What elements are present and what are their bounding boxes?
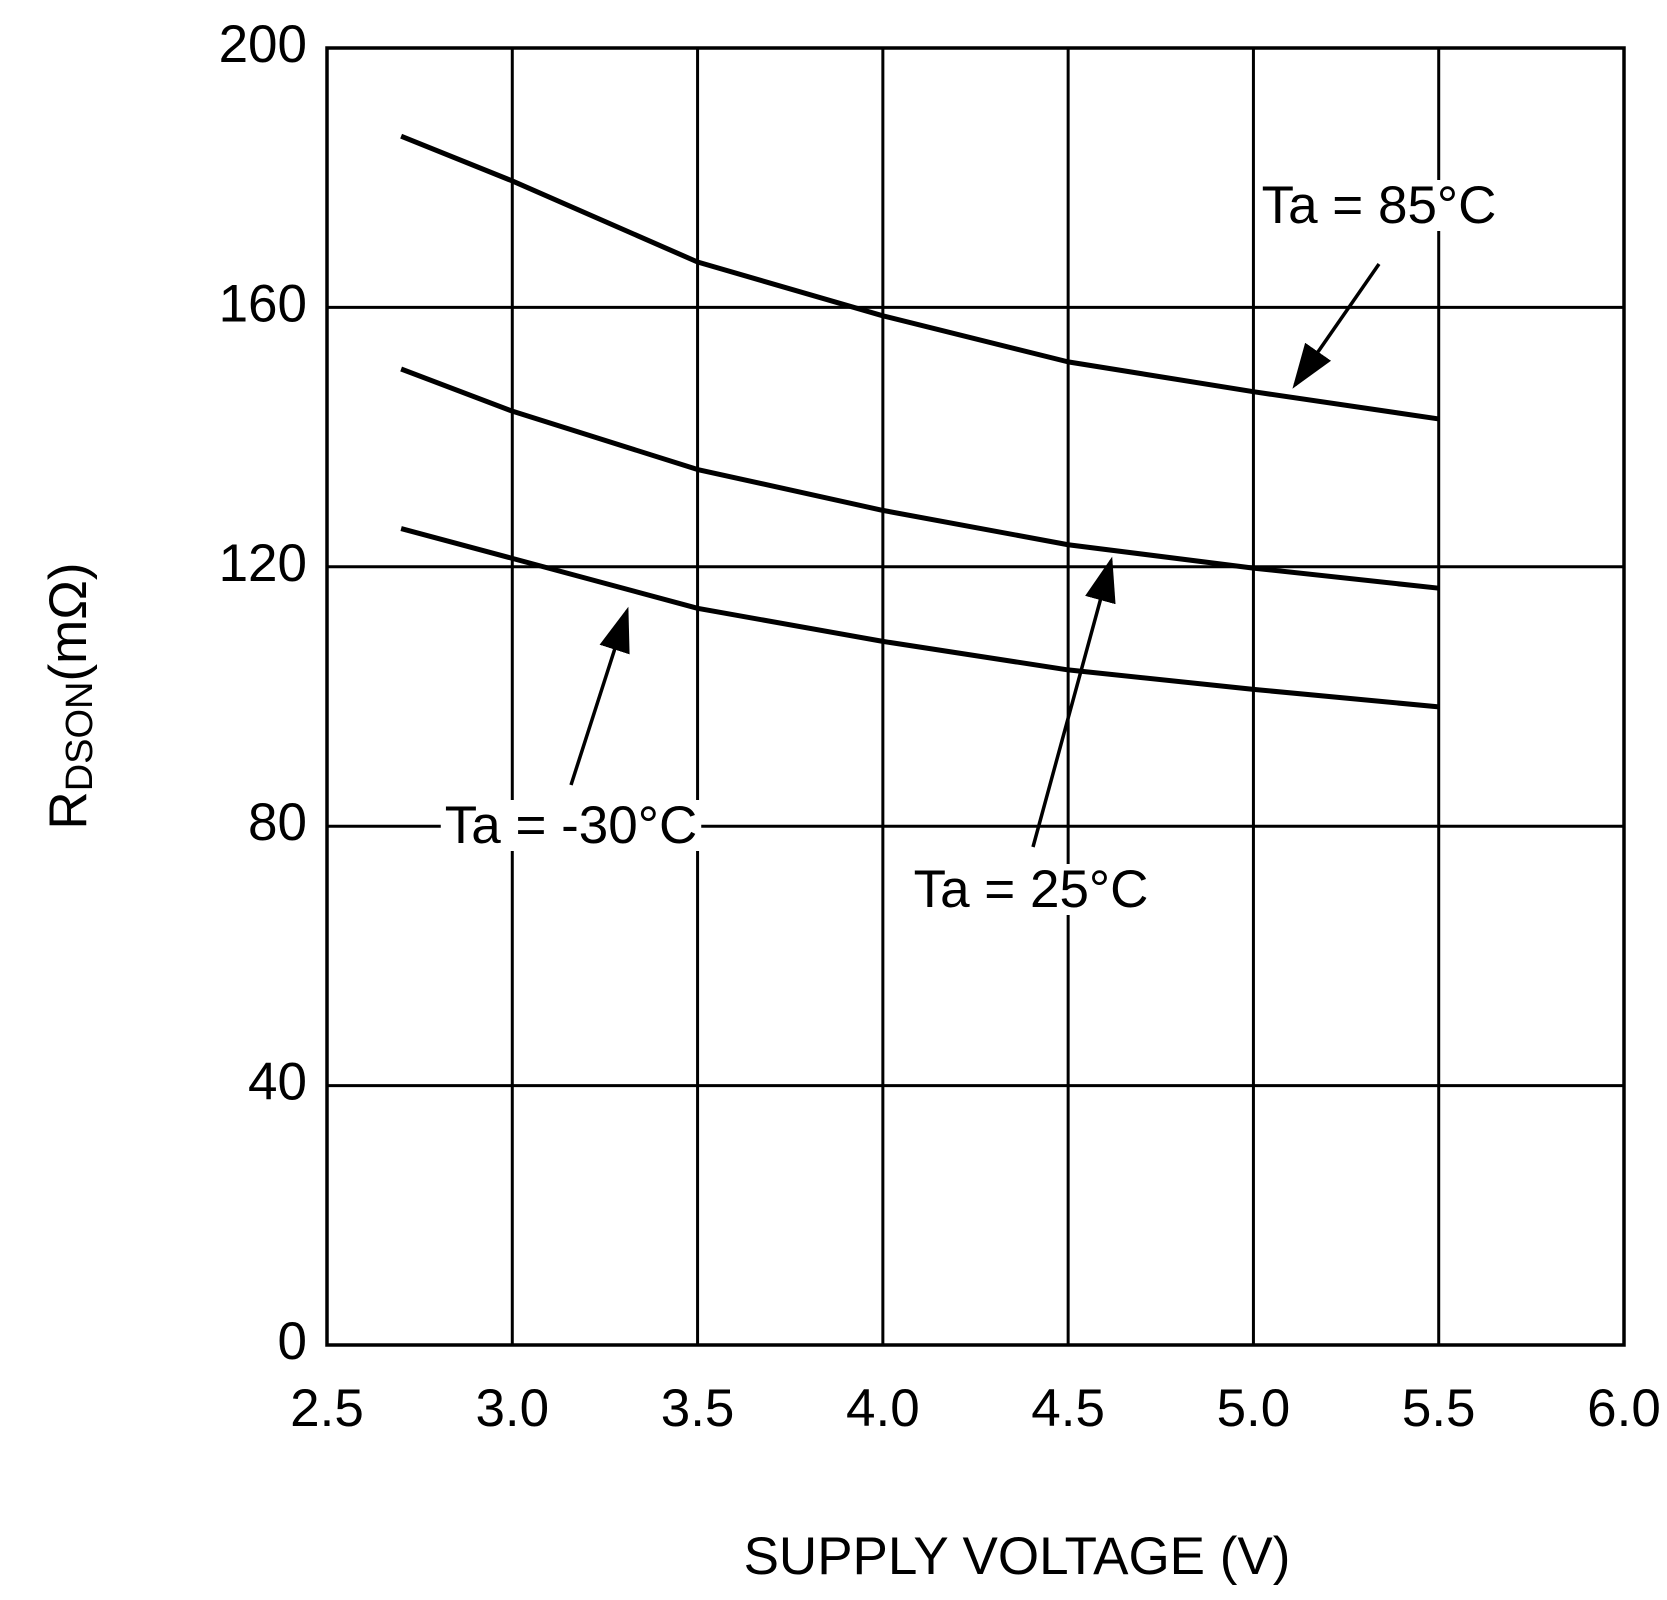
- series-label: Ta = 85°C: [1262, 176, 1497, 235]
- label-background: [440, 800, 702, 851]
- x-tick-label: 5.0: [1217, 1379, 1291, 1438]
- series-label: Ta = 25°C: [914, 860, 1149, 919]
- plot-frame: [325, 46, 1626, 1347]
- x-tick-label: 4.0: [846, 1379, 920, 1438]
- y-tick-label: 80: [248, 793, 307, 852]
- series-label: Ta = -30°C: [445, 796, 697, 855]
- annotation-arrow: [569, 606, 630, 786]
- y-tick-label: 200: [219, 15, 307, 74]
- y-tick-label: 160: [219, 274, 307, 333]
- annotation-arrow: [1292, 263, 1381, 389]
- y-axis-label: RDSON(mΩ): [39, 562, 101, 829]
- annotation-arrow: [1031, 556, 1116, 848]
- x-axis-label: SUPPLY VOLTAGE (V): [744, 1527, 1291, 1586]
- y-tick-label: 0: [278, 1312, 307, 1371]
- data-line: [400, 133, 1440, 422]
- x-tick-label: 3.5: [661, 1379, 735, 1438]
- x-tick-label: 6.0: [1587, 1379, 1661, 1438]
- y-label-main: R: [39, 791, 98, 829]
- y-tick-label: 120: [219, 534, 307, 593]
- y-label-unit: (mΩ): [39, 562, 98, 681]
- grid: [325, 46, 1626, 1347]
- x-tick-label: 5.5: [1402, 1379, 1476, 1438]
- labels: 2.5 3.0 3.5 4.0 4.5 5.0 5.5 6.0 0 40 80 120 160 200 Ta…: [219, 15, 1661, 1438]
- lines: [400, 133, 1440, 710]
- data-line: [400, 526, 1439, 710]
- label-background: [909, 864, 1153, 915]
- x-tick-label: 4.5: [1031, 1379, 1105, 1438]
- data-line: [400, 366, 1439, 591]
- y-label-sub: DSON: [59, 682, 101, 792]
- x-tick-label: 3.0: [475, 1379, 549, 1438]
- y-tick-label: 40: [248, 1053, 307, 1112]
- x-tick-label: 2.5: [290, 1379, 364, 1438]
- label-background: [1257, 180, 1501, 231]
